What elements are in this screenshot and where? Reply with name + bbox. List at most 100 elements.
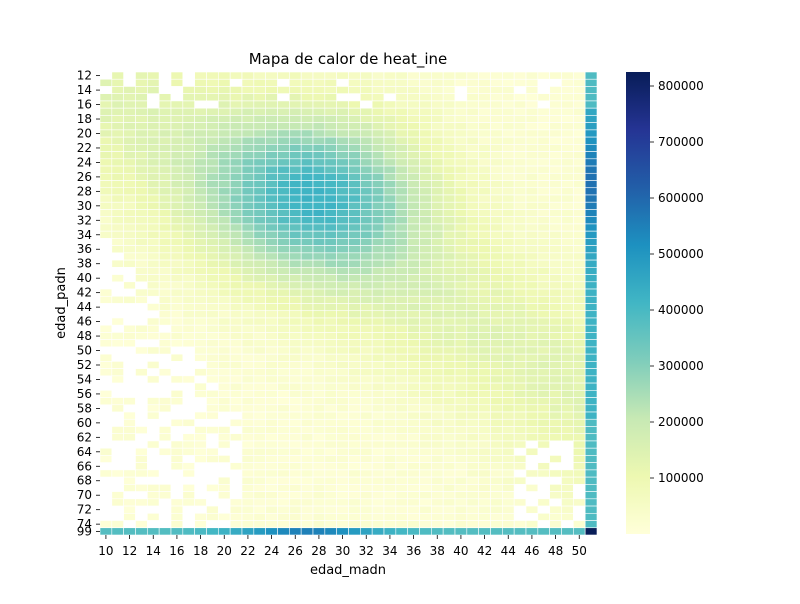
heatmap-cell — [158, 151, 172, 160]
heatmap-cell — [431, 484, 444, 492]
heatmap-cell — [478, 78, 491, 87]
heatmap-cell — [300, 390, 314, 398]
heatmap-cell — [584, 194, 598, 203]
heatmap-cell — [241, 238, 255, 246]
heatmap-cell — [300, 194, 314, 203]
heatmap-cell — [218, 151, 231, 160]
heatmap-cell — [584, 520, 598, 529]
heatmap-cell — [371, 144, 385, 152]
heatmap-cell — [206, 216, 219, 225]
heatmap-cell — [312, 361, 326, 369]
heatmap-cell — [419, 390, 432, 398]
heatmap-cell — [206, 375, 219, 384]
heatmap-cell — [407, 390, 420, 398]
heatmap-cell — [371, 288, 385, 297]
heatmap-cell — [265, 469, 278, 478]
heatmap-cell — [194, 418, 207, 427]
heatmap-cell — [537, 498, 550, 507]
heatmap-cell — [395, 455, 408, 463]
heatmap-cell — [466, 498, 479, 507]
heatmap-cell — [561, 201, 574, 210]
heatmap-cell — [478, 353, 491, 362]
heatmap-cell — [573, 505, 586, 514]
heatmap-cell — [466, 144, 479, 152]
heatmap-cell — [277, 505, 290, 514]
heatmap-cell — [502, 476, 515, 485]
heatmap-cell — [111, 332, 124, 340]
heatmap-cell — [99, 382, 113, 391]
heatmap-cell — [584, 151, 598, 160]
heatmap-cell — [336, 317, 349, 326]
heatmap-cell — [170, 158, 184, 167]
heatmap-cell — [111, 426, 124, 435]
heatmap-cell — [360, 484, 373, 492]
heatmap-cell — [502, 426, 515, 435]
x-tick-label: 40 — [453, 544, 468, 558]
heatmap-cell — [123, 332, 136, 340]
heatmap-cell — [170, 368, 184, 377]
heatmap-cell — [348, 498, 361, 507]
heatmap-cell — [182, 129, 195, 138]
heatmap-cell — [383, 86, 397, 95]
heatmap-cell — [277, 216, 290, 225]
heatmap-cell — [537, 426, 550, 435]
heatmap-cell — [407, 520, 420, 529]
heatmap-cell — [348, 201, 361, 210]
heatmap-cell — [431, 107, 444, 116]
heatmap-cell — [513, 122, 527, 131]
heatmap-cell — [229, 172, 243, 181]
heatmap-cell — [277, 303, 290, 312]
heatmap-cell — [561, 527, 574, 536]
heatmap-cell — [218, 86, 231, 95]
heatmap-cell — [158, 339, 172, 348]
heatmap-cell — [371, 382, 385, 391]
heatmap-cell — [395, 151, 408, 160]
heatmap-cell — [206, 440, 219, 449]
heatmap-cell — [229, 238, 243, 246]
heatmap-cell — [336, 151, 349, 160]
heatmap-cell — [478, 245, 491, 254]
heatmap-cell — [218, 122, 231, 131]
heatmap-cell — [170, 288, 184, 297]
heatmap-cell — [123, 418, 136, 427]
heatmap-cell — [371, 332, 385, 340]
heatmap-cell — [383, 295, 397, 304]
heatmap-cell — [218, 339, 231, 348]
heatmap-cell — [395, 505, 408, 514]
heatmap-cell — [170, 476, 184, 485]
heatmap-cell — [111, 252, 124, 261]
heatmap-cell — [241, 484, 255, 492]
heatmap-cell — [123, 238, 136, 246]
heatmap-cell — [336, 433, 349, 442]
heatmap-cell — [513, 129, 527, 138]
heatmap-cell — [277, 194, 290, 203]
heatmap-cell — [312, 462, 326, 471]
heatmap-cell — [324, 180, 337, 189]
heatmap-cell — [336, 397, 349, 406]
heatmap-cell — [111, 172, 124, 181]
heatmap-cell — [229, 397, 243, 406]
heatmap-cell — [229, 158, 243, 167]
heatmap-cell — [502, 310, 515, 319]
heatmap-cell — [289, 484, 302, 492]
heatmap-cell — [537, 440, 550, 449]
heatmap-cell — [383, 194, 397, 203]
heatmap-cell — [194, 382, 207, 391]
heatmap-cell — [525, 158, 539, 167]
heatmap-cell — [158, 455, 172, 463]
heatmap-cell — [490, 353, 503, 362]
heatmap-cell — [419, 288, 432, 297]
heatmap-cell — [206, 476, 219, 485]
heatmap-cell — [99, 426, 113, 435]
heatmap-cell — [289, 201, 302, 210]
heatmap-cell — [419, 433, 432, 442]
heatmap-cell — [170, 71, 184, 80]
heatmap-cell — [300, 151, 314, 160]
heatmap-cell — [300, 411, 314, 420]
heatmap-cell — [241, 267, 255, 275]
heatmap-cell — [158, 267, 172, 275]
heatmap-cell — [123, 433, 136, 442]
heatmap-cell — [502, 259, 515, 268]
heatmap-cell — [537, 252, 550, 261]
heatmap-cell — [135, 107, 148, 116]
